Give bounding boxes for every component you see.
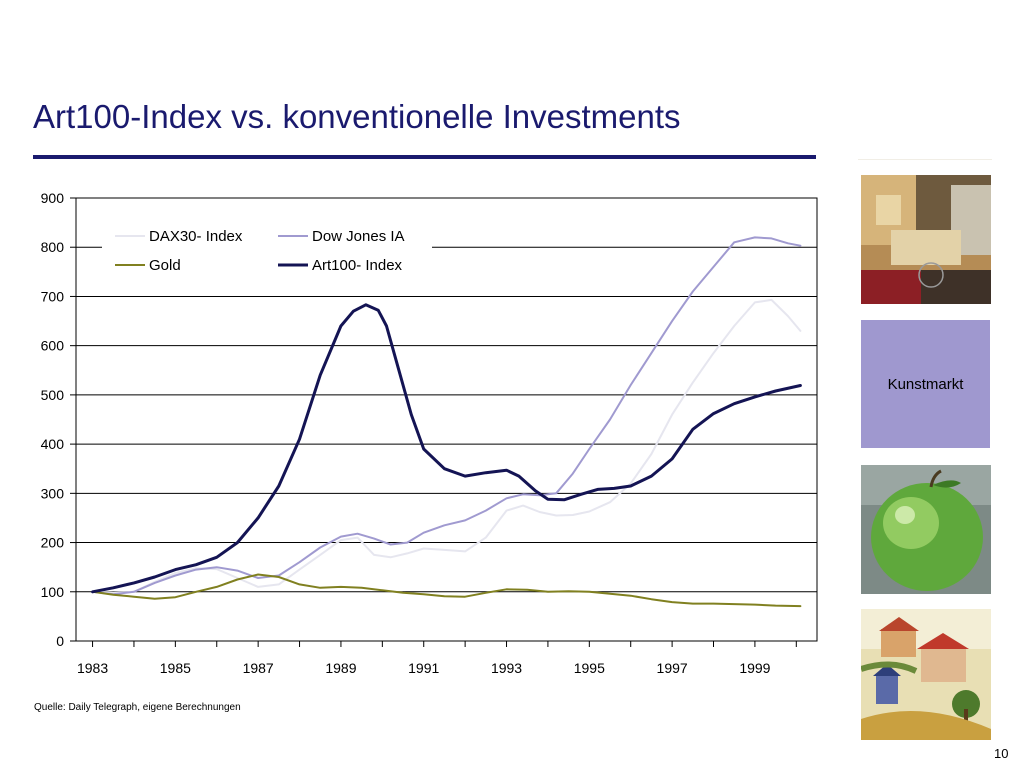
legend-box	[102, 222, 432, 280]
legend-label: DAX30- Index	[149, 228, 243, 245]
legend-label: Gold	[149, 257, 181, 274]
y-tick-label: 200	[41, 535, 65, 551]
green-apple-image	[861, 465, 991, 594]
x-tick-label: 1983	[77, 660, 108, 676]
village-landscape-image	[861, 609, 991, 740]
y-tick-label: 100	[41, 584, 65, 600]
x-tick-label: 1995	[574, 660, 605, 676]
y-tick-label: 500	[41, 387, 65, 403]
x-tick-label: 1997	[657, 660, 688, 676]
source-note: Quelle: Daily Telegraph, eigene Berechnu…	[34, 702, 241, 713]
x-tick-label: 1989	[325, 660, 356, 676]
y-tick-label: 300	[41, 485, 65, 501]
slide-title: Art100-Index vs. konventionelle Investme…	[33, 98, 681, 135]
legend-label: Art100- Index	[312, 257, 403, 274]
y-tick-label: 700	[41, 288, 65, 304]
side-divider	[858, 159, 992, 160]
x-tick-label: 1999	[739, 660, 770, 676]
y-tick-label: 600	[41, 338, 65, 354]
abstract-painting-image	[861, 175, 991, 304]
series-line-gold	[91, 573, 802, 608]
series-line-dax30-index	[91, 298, 802, 594]
kunstmarkt-box: Kunstmarkt	[861, 320, 990, 448]
y-tick-label: 900	[41, 190, 65, 206]
x-tick-label: 1991	[408, 660, 439, 676]
title-underline	[33, 155, 816, 159]
page-number: 10	[994, 746, 1009, 761]
y-tick-label: 0	[56, 633, 64, 649]
x-tick-label: 1993	[491, 660, 522, 676]
x-tick-label: 1985	[160, 660, 191, 676]
legend-label: Dow Jones IA	[312, 228, 405, 245]
series-line-art100-index	[91, 303, 802, 594]
series-line-dow-jones-ia	[91, 236, 802, 596]
y-tick-label: 400	[41, 436, 65, 452]
y-tick-label: 800	[41, 239, 65, 255]
x-tick-label: 1987	[243, 660, 274, 676]
kunstmarkt-label: Kunstmarkt	[887, 375, 964, 393]
